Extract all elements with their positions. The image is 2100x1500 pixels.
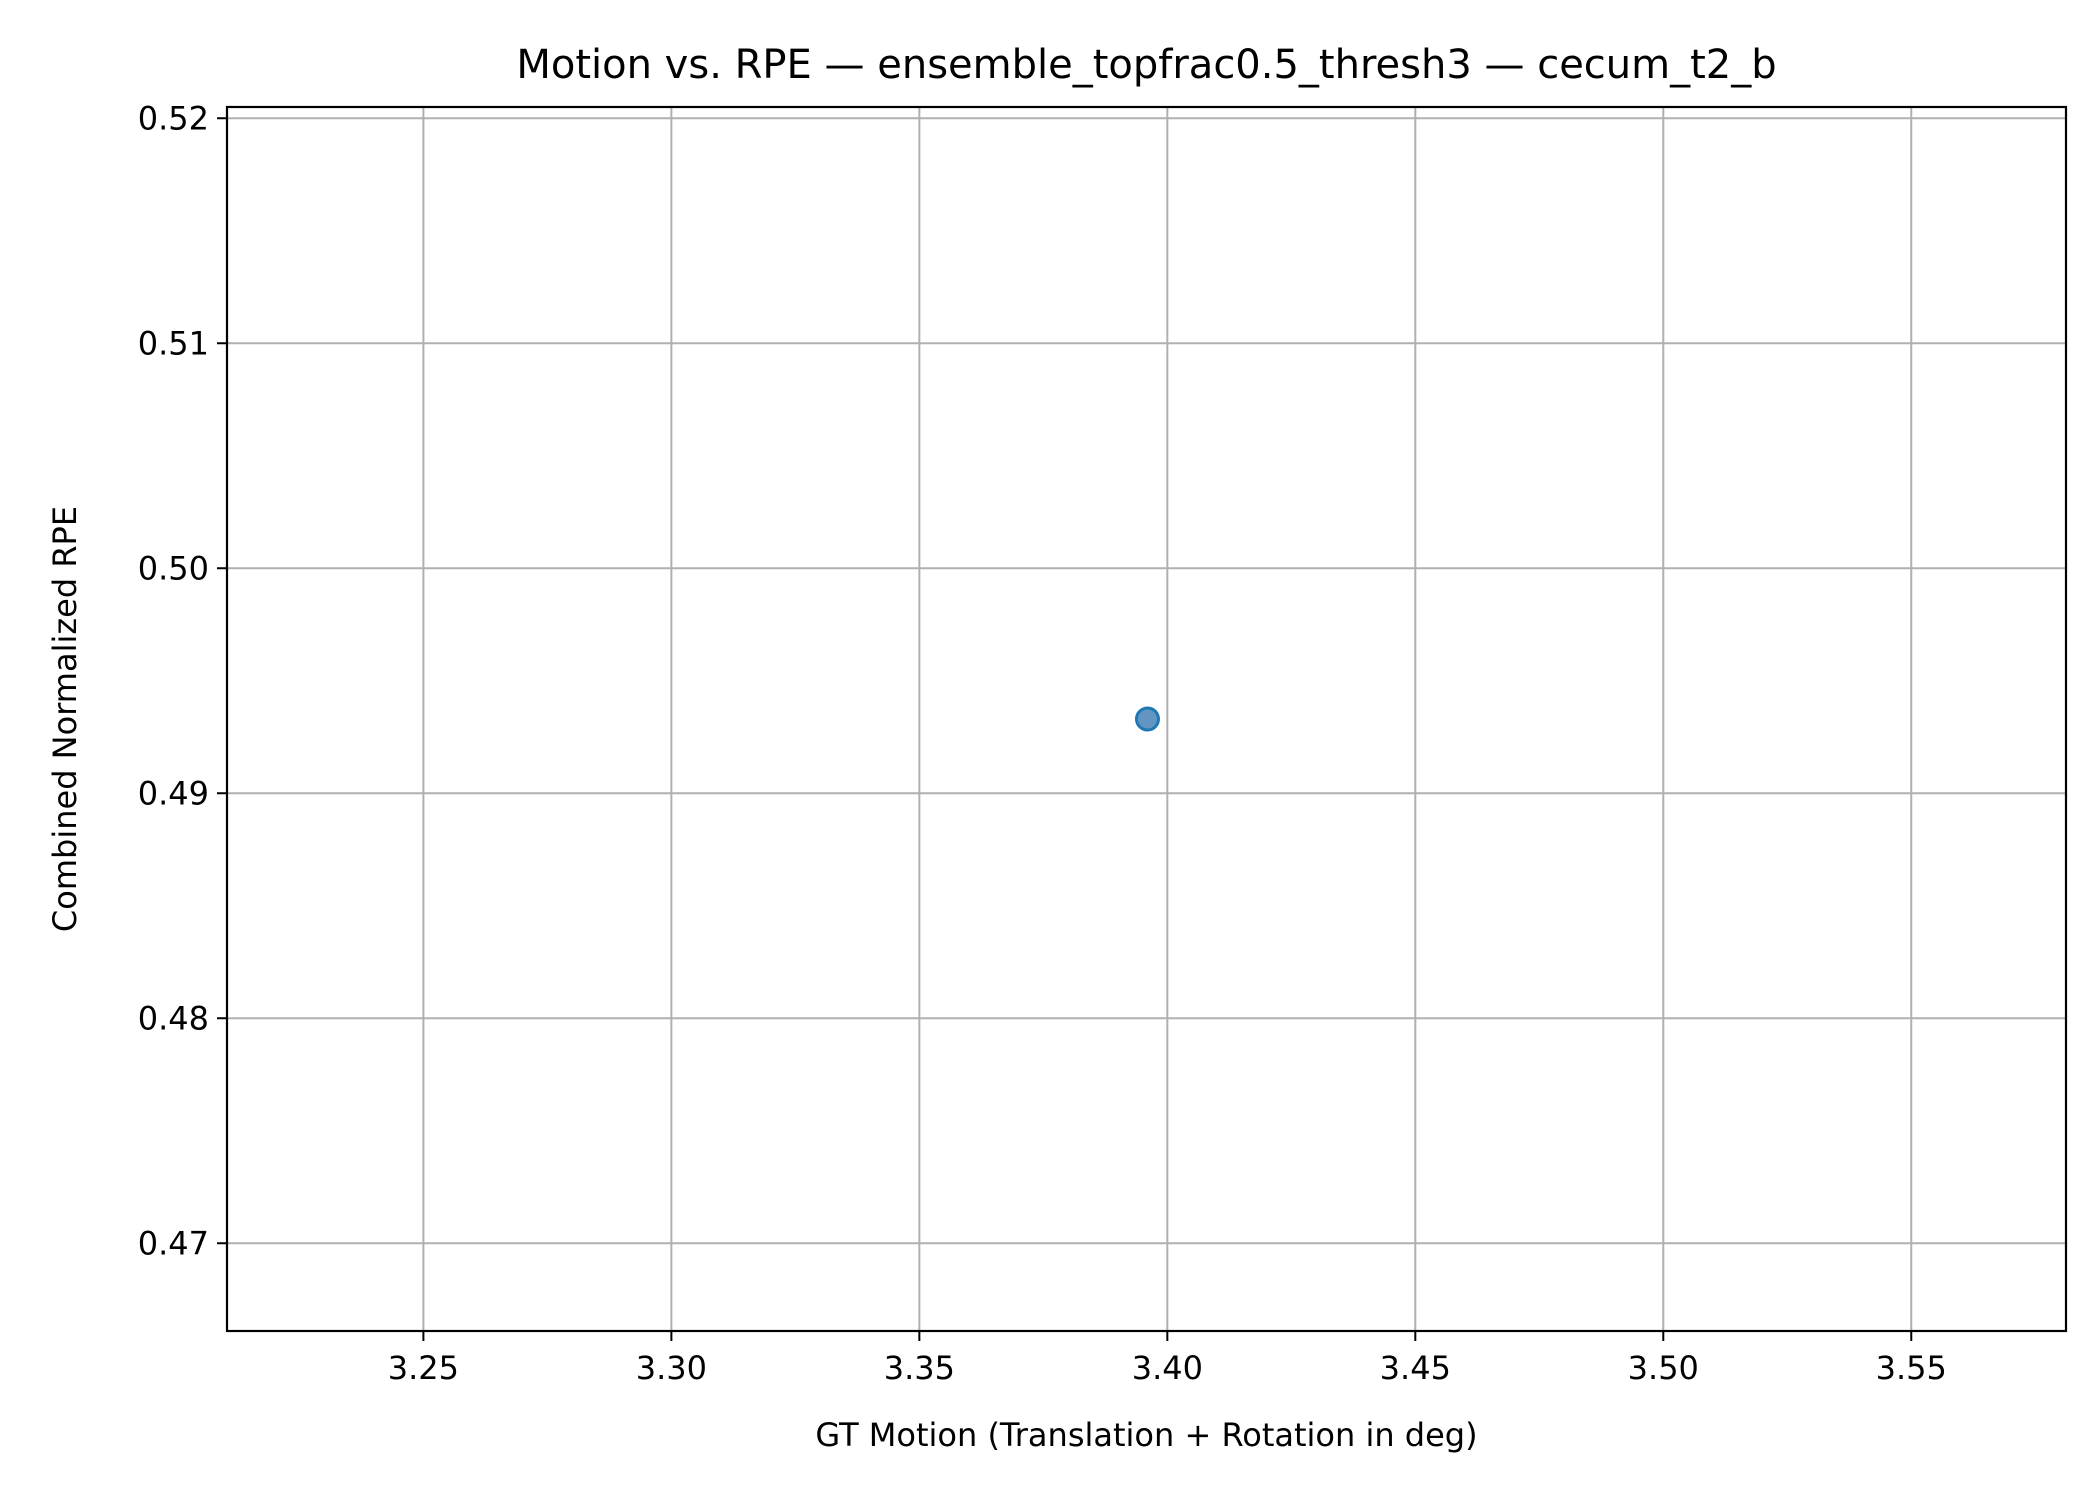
x-tick-label: 3.55	[1876, 1349, 1947, 1387]
x-tick-label: 3.50	[1628, 1349, 1699, 1387]
y-tick-label: 0.52	[138, 99, 209, 137]
grid-lines	[227, 107, 2066, 1331]
x-tick-label: 3.35	[884, 1349, 955, 1387]
y-tick-label: 0.49	[138, 774, 209, 812]
axis-ticks: 3.25 3.30 3.35 3.40 3.45 3.50 3.55 0.47 0.48 0.49…	[138, 99, 1947, 1387]
x-tick-label: 3.45	[1380, 1349, 1451, 1387]
x-tick-label: 3.25	[388, 1349, 459, 1387]
y-tick-label: 0.48	[138, 999, 209, 1037]
scatter-point	[1134, 706, 1160, 732]
x-tick-label: 3.30	[636, 1349, 707, 1387]
y-tick-label: 0.51	[138, 324, 209, 362]
y-tick-label: 0.47	[138, 1224, 209, 1262]
chart-title: Motion vs. RPE — ensemble_topfrac0.5_thr…	[516, 42, 1776, 88]
y-tick-label: 0.50	[138, 549, 209, 587]
y-axis-label: Combined Normalized RPE	[46, 506, 84, 932]
plot-area-frame	[225, 105, 2068, 1333]
x-axis-label: GT Motion (Translation + Rotation in deg…	[815, 1416, 1477, 1454]
data-points	[1134, 706, 1160, 732]
x-tick-label: 3.40	[1132, 1349, 1203, 1387]
